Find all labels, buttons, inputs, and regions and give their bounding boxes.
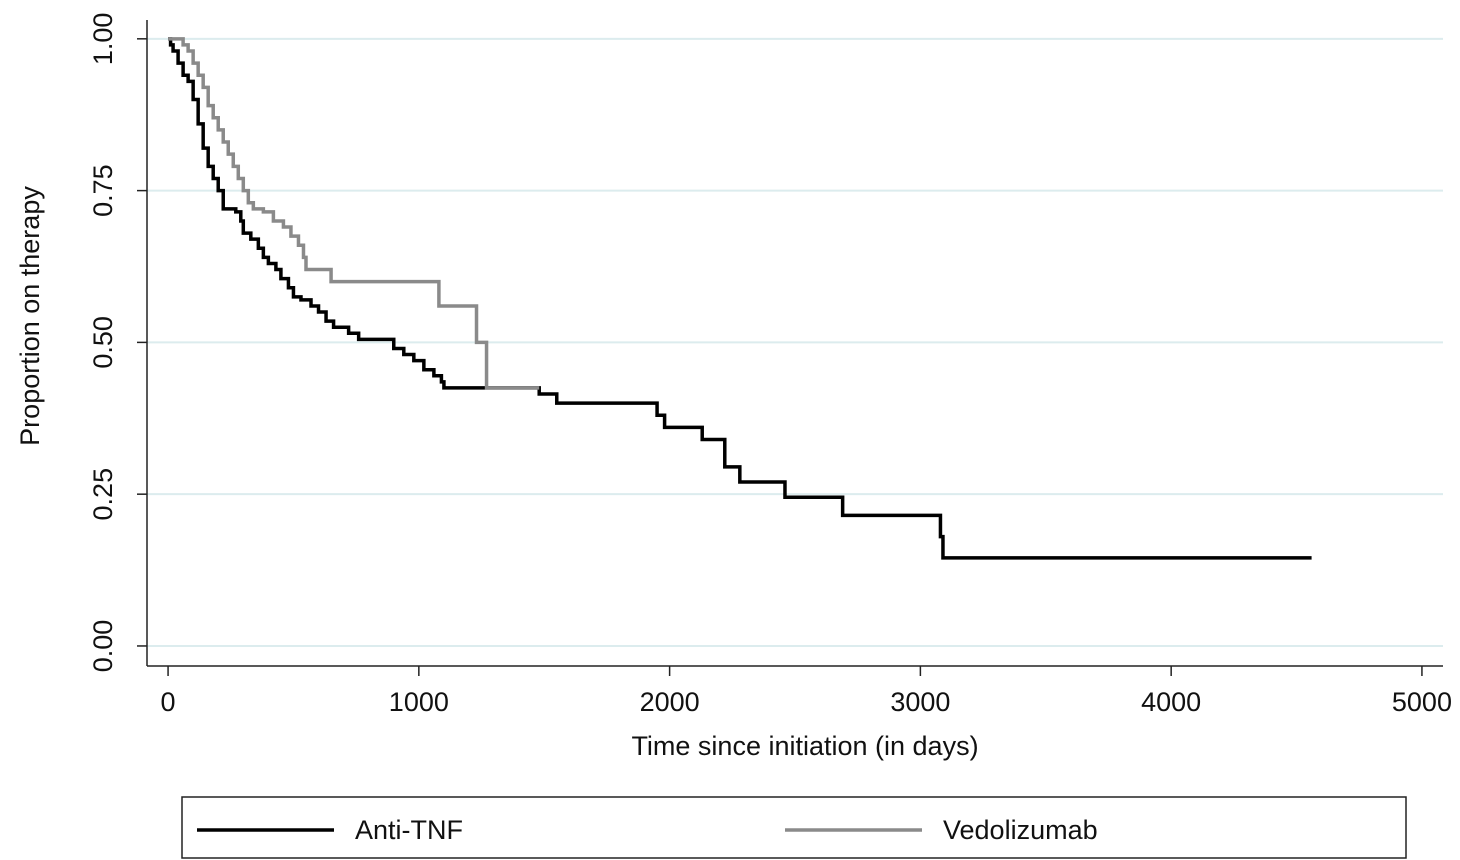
x-tick-label: 2000 [640, 687, 700, 717]
legend-box [181, 796, 1407, 859]
x-axis-title: Time since initiation (in days) [631, 731, 978, 761]
x-tick-label: 3000 [890, 687, 950, 717]
survival-curve [168, 37, 540, 390]
legend-label: Vedolizumab [943, 815, 1098, 845]
y-tick-label: 0.00 [88, 620, 118, 673]
x-tick-label: 0 [161, 687, 176, 717]
x-tick-label: 5000 [1392, 687, 1452, 717]
y-tick-label: 0.25 [88, 468, 118, 521]
y-axis-title: Proportion on therapy [15, 186, 45, 446]
survival-curve [168, 37, 1312, 560]
legend-label: Anti-TNF [355, 815, 463, 845]
y-tick-label: 0.75 [88, 164, 118, 217]
y-tick-label: 0.50 [88, 316, 118, 369]
x-tick-label: 1000 [389, 687, 449, 717]
y-tick-label: 1.00 [88, 13, 118, 66]
x-tick-label: 4000 [1141, 687, 1201, 717]
